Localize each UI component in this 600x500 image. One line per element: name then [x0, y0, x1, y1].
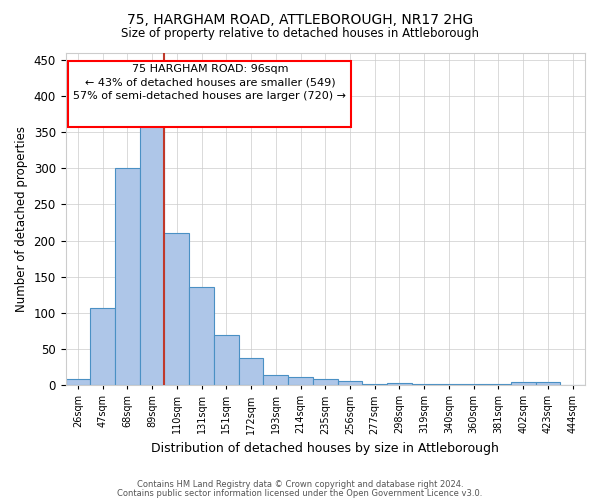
Bar [90, 308, 115, 385]
X-axis label: Distribution of detached houses by size in Attleborough: Distribution of detached houses by size … [151, 442, 499, 455]
Bar [164, 232, 189, 385]
Bar [263, 375, 288, 385]
Text: 75 HARGHAM ROAD: 96sqm: 75 HARGHAM ROAD: 96sqm [131, 64, 288, 74]
Bar [511, 382, 536, 385]
Y-axis label: Number of detached properties: Number of detached properties [15, 126, 28, 312]
Bar [189, 287, 214, 385]
Bar [214, 334, 239, 385]
Text: ← 43% of detached houses are smaller (549): ← 43% of detached houses are smaller (54… [85, 78, 335, 88]
Text: 57% of semi-detached houses are larger (720) →: 57% of semi-detached houses are larger (… [73, 91, 346, 101]
Text: Size of property relative to detached houses in Attleborough: Size of property relative to detached ho… [121, 28, 479, 40]
FancyBboxPatch shape [68, 61, 351, 128]
Bar [387, 383, 412, 385]
Bar [412, 384, 437, 385]
Bar [313, 378, 338, 385]
Bar [140, 125, 164, 385]
Bar [239, 358, 263, 385]
Text: Contains HM Land Registry data © Crown copyright and database right 2024.: Contains HM Land Registry data © Crown c… [137, 480, 463, 489]
Bar [486, 384, 511, 385]
Bar [362, 384, 387, 385]
Text: Contains public sector information licensed under the Open Government Licence v3: Contains public sector information licen… [118, 490, 482, 498]
Bar [65, 378, 90, 385]
Text: 75, HARGHAM ROAD, ATTLEBOROUGH, NR17 2HG: 75, HARGHAM ROAD, ATTLEBOROUGH, NR17 2HG [127, 12, 473, 26]
Bar [437, 384, 461, 385]
Bar [115, 168, 140, 385]
Bar [536, 382, 560, 385]
Bar [338, 381, 362, 385]
Bar [461, 384, 486, 385]
Bar [288, 377, 313, 385]
